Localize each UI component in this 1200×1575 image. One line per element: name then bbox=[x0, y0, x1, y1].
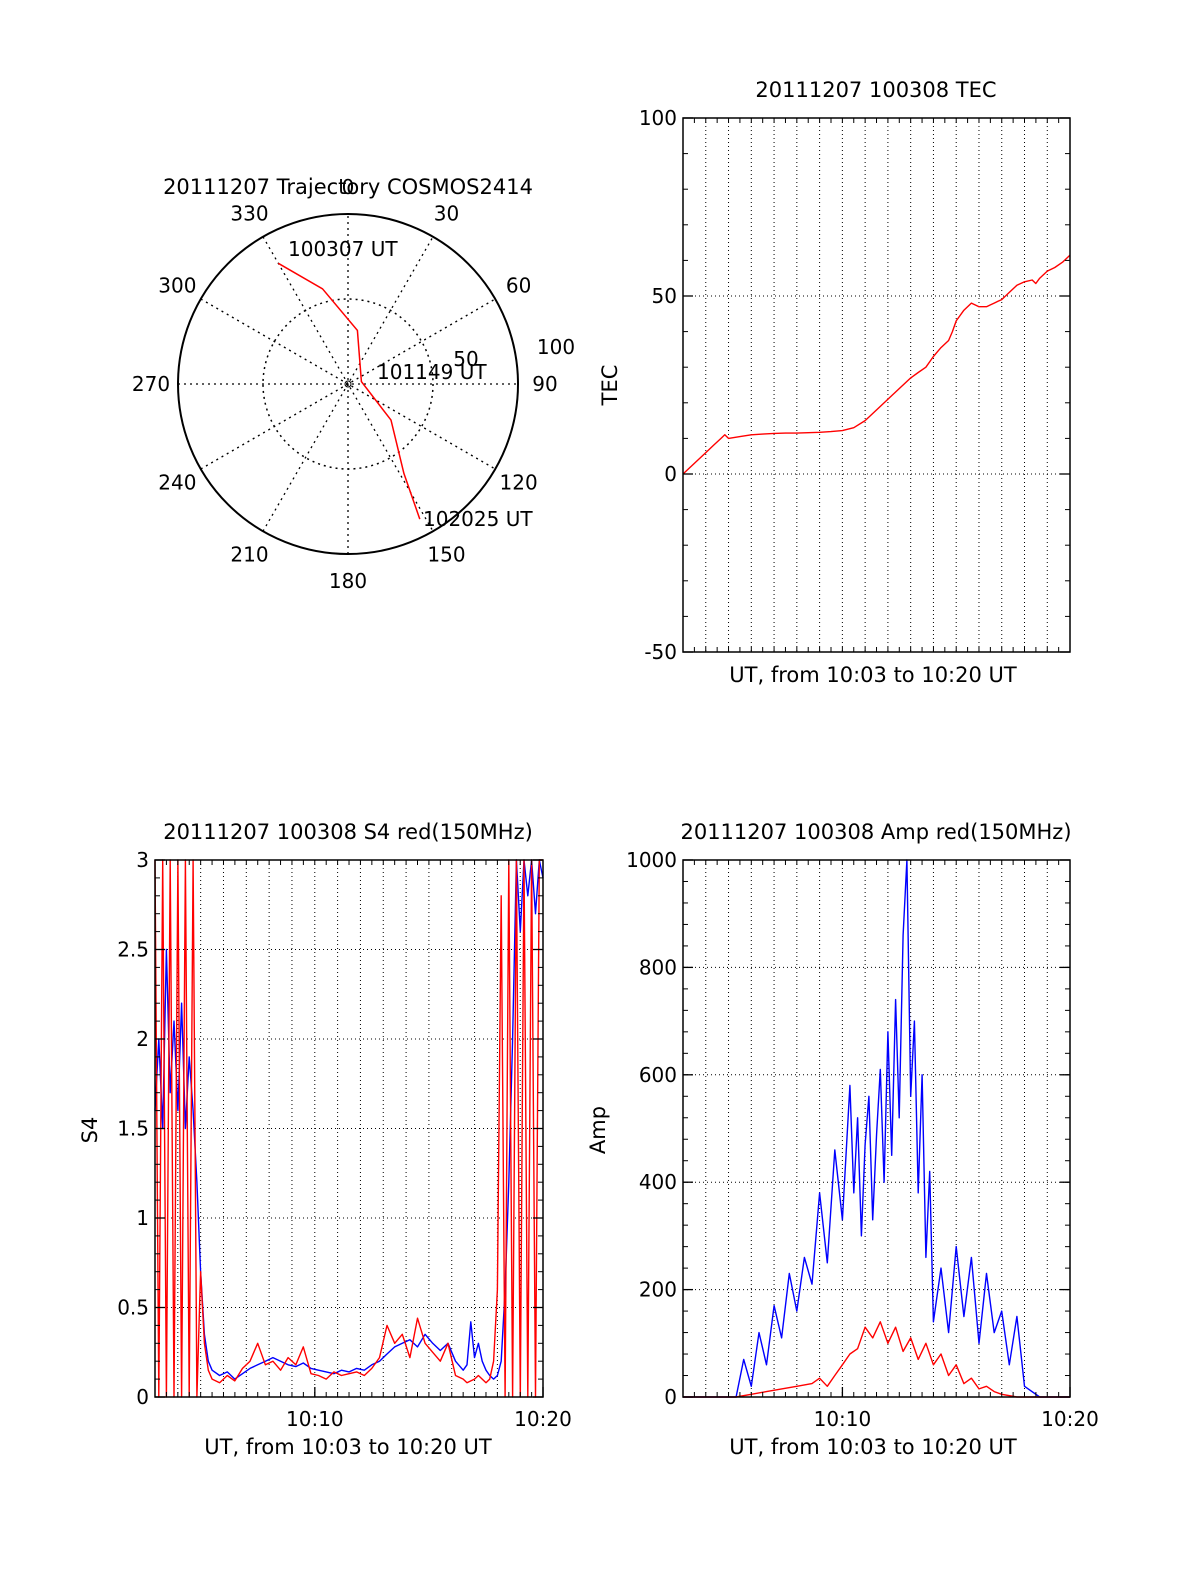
amp-series-line-1 bbox=[683, 1321, 1070, 1398]
polar-elevation-label-inner: 50 bbox=[453, 347, 478, 371]
amp-panel: 20111207 100308 Amp red(150MHz) 0 200 400 6… bbox=[586, 820, 1099, 1459]
tec-title: 20111207 100308 TEC bbox=[755, 78, 996, 102]
s4-title: 20111207 100308 S4 red(150MHz) bbox=[163, 820, 533, 844]
polar-azimuth-label-210: 210 bbox=[230, 543, 268, 567]
amp-y-tick-label: 1000 bbox=[626, 848, 677, 872]
polar-azimuth-label-90: 90 bbox=[532, 372, 557, 396]
polar-azimuth-labels: 0 30 60 90 120 150 180 210 240 270 300 330 bbox=[132, 175, 558, 593]
polar-center-mark bbox=[344, 380, 352, 388]
s4-y-tick-label: 2.5 bbox=[117, 938, 149, 962]
amp-series-line-0 bbox=[683, 859, 1070, 1398]
polar-azimuth-label-300: 300 bbox=[158, 274, 196, 298]
s4-y-tick-label: 1 bbox=[136, 1206, 149, 1230]
s4-y-tick-label: 1.5 bbox=[117, 1117, 149, 1141]
polar-panel: 20111207 Trajectory COSMOS2414 0 30 60 90 12… bbox=[132, 175, 575, 593]
s4-series-line-0 bbox=[154, 859, 544, 1380]
tec-series bbox=[682, 254, 1071, 475]
amp-series bbox=[683, 859, 1070, 1398]
amp-x-tick-label: 10:10 bbox=[814, 1407, 872, 1431]
polar-annotation-start: 100307 UT bbox=[288, 237, 398, 261]
tec-ticks: -50 0 50 100 bbox=[639, 106, 1070, 664]
polar-azimuth-label-120: 120 bbox=[500, 471, 538, 495]
s4-y-tick-label: 0 bbox=[136, 1385, 149, 1409]
polar-annotation-end: 102025 UT bbox=[423, 507, 533, 531]
polar-azimuth-label-0: 0 bbox=[342, 175, 355, 199]
amp-y-tick-label: 0 bbox=[664, 1385, 677, 1409]
tec-y-tick-label: 100 bbox=[639, 106, 677, 130]
tec-x-axis-label: UT, from 10:03 to 10:20 UT bbox=[729, 663, 1017, 687]
polar-trajectory-line bbox=[277, 262, 421, 520]
polar-title: 20111207 Trajectory COSMOS2414 bbox=[163, 175, 533, 199]
polar-annotation-middle: 101149 UT bbox=[377, 360, 487, 384]
amp-y-tick-label: 600 bbox=[639, 1063, 677, 1087]
polar-elevation-label-outer: 100 bbox=[537, 335, 575, 359]
tec-y-axis-label: TEC bbox=[598, 365, 622, 407]
tec-panel: 20111207 100308 TEC -50 0 50 100 TEC UT, fr… bbox=[598, 78, 1071, 687]
s4-y-tick-label: 2 bbox=[136, 1027, 149, 1051]
tec-series-line-0 bbox=[682, 254, 1071, 475]
s4-series-line-1 bbox=[154, 859, 543, 1398]
s4-ticks: 0 0.5 1 1.5 2 2.5 3 10:10 10:20 bbox=[117, 848, 572, 1431]
s4-x-tick-label: 10:10 bbox=[286, 1407, 344, 1431]
polar-azimuth-label-330: 330 bbox=[230, 201, 268, 225]
polar-azimuth-label-60: 60 bbox=[506, 274, 531, 298]
amp-y-axis-label: Amp bbox=[586, 1106, 610, 1154]
polar-spoke-150 bbox=[262, 236, 434, 532]
polar-spokes bbox=[178, 214, 518, 554]
amp-title: 20111207 100308 Amp red(150MHz) bbox=[680, 820, 1071, 844]
s4-x-tick-label: 10:20 bbox=[514, 1407, 572, 1431]
tec-y-tick-label: -50 bbox=[644, 640, 677, 664]
amp-y-tick-label: 400 bbox=[639, 1170, 677, 1194]
amp-ticks: 0 200 400 600 800 1000 10:10 10:20 bbox=[626, 848, 1099, 1431]
amp-grid bbox=[682, 859, 1070, 1398]
polar-azimuth-label-180: 180 bbox=[329, 569, 367, 593]
s4-x-axis-label: UT, from 10:03 to 10:20 UT bbox=[204, 1435, 492, 1459]
polar-azimuth-label-30: 30 bbox=[434, 201, 459, 225]
s4-panel: 20111207 100308 S4 red(150MHz) 0 0.5 1 1.5 2… bbox=[78, 820, 572, 1459]
tec-y-tick-label: 0 bbox=[664, 462, 677, 486]
amp-y-tick-label: 800 bbox=[639, 955, 677, 979]
amp-x-axis-label: UT, from 10:03 to 10:20 UT bbox=[729, 1435, 1017, 1459]
s4-y-tick-label: 3 bbox=[136, 848, 149, 872]
tec-grid bbox=[682, 117, 1070, 653]
amp-y-tick-label: 200 bbox=[639, 1278, 677, 1302]
polar-azimuth-label-240: 240 bbox=[158, 471, 196, 495]
s4-series bbox=[154, 859, 544, 1398]
polar-azimuth-label-270: 270 bbox=[132, 372, 170, 396]
tec-y-tick-label: 50 bbox=[652, 284, 677, 308]
s4-y-tick-label: 0.5 bbox=[117, 1296, 149, 1320]
polar-azimuth-label-150: 150 bbox=[427, 543, 465, 567]
s4-y-axis-label: S4 bbox=[78, 1117, 102, 1144]
amp-x-tick-label: 10:20 bbox=[1041, 1407, 1099, 1431]
